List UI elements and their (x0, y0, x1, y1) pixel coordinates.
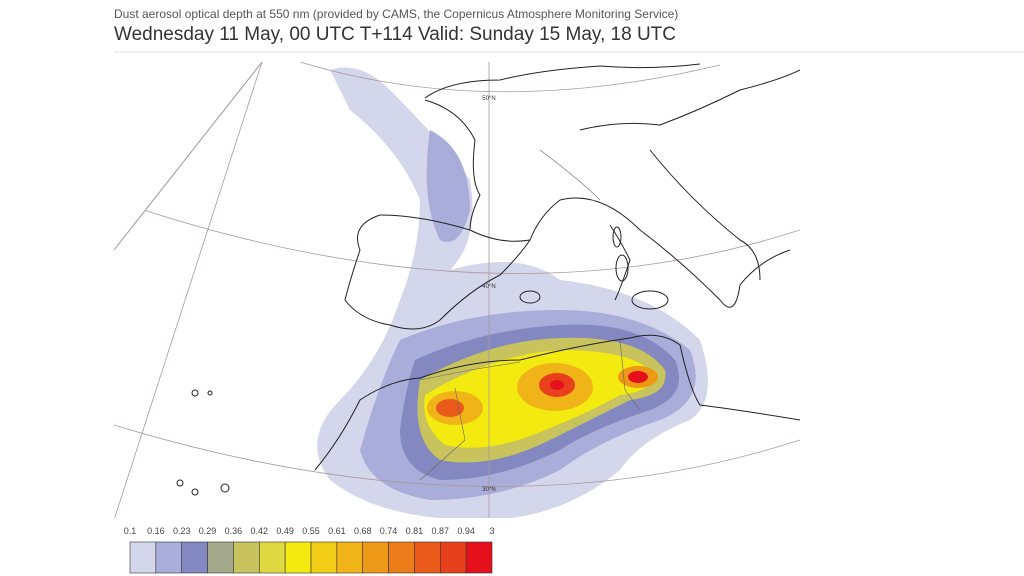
colorbar-swatch (155, 541, 183, 574)
colorbar-swatch (233, 541, 260, 574)
colorbar-swatch (284, 541, 312, 574)
colorbar-label: 0.61 (328, 526, 346, 536)
colorbar-swatch (414, 541, 441, 574)
colorbar-swatch (362, 541, 389, 574)
colorbar-label: 0.29 (199, 526, 217, 536)
colorbar-label: 0.87 (432, 526, 450, 536)
colorbar-swatch (258, 541, 286, 574)
colorbar-label: 0.16 (147, 526, 165, 536)
colorbar-label: 0.94 (457, 526, 475, 536)
colorbar-label: 0.23 (173, 526, 191, 536)
colorbar-label: 3 (489, 526, 494, 536)
colorbar-swatch (388, 541, 415, 574)
colorbar-label: 0.55 (302, 526, 320, 536)
colorbar-swatch (181, 541, 208, 574)
colorbar-label: 0.68 (354, 526, 372, 536)
subtitle: Dust aerosol optical depth at 550 nm (pr… (114, 7, 678, 21)
colorbar: 0.1 0.16 0.23 0.29 0.36 0.42 0.49 0.55 0.61 0.68 0… (124, 526, 495, 574)
colorbar-label: 0.1 (124, 526, 137, 536)
latitude-label: 50°N (482, 96, 495, 102)
colorbar-swatch (129, 541, 157, 574)
colorbar-swatch (310, 541, 338, 574)
colorbar-label: 0.74 (380, 526, 398, 536)
colorbar-label: 0.36 (225, 526, 243, 536)
colorbar-swatch (207, 541, 234, 574)
colorbar-label: 0.81 (406, 526, 424, 536)
map: 50°N 40°N 30°N (113, 61, 800, 518)
colorbar-swatch (439, 541, 467, 574)
dust-field (317, 67, 708, 518)
latitude-label: 30°N (482, 487, 495, 493)
colorbar-swatch (336, 541, 364, 574)
colorbar-swatch (465, 541, 493, 574)
colorbar-label: 0.49 (276, 526, 294, 536)
latitude-label: 40°N (482, 284, 495, 290)
map-frame (113, 61, 263, 251)
title: Wednesday 11 May, 00 UTC T+114 Valid: Su… (114, 24, 676, 45)
colorbar-label: 0.42 (251, 526, 269, 536)
